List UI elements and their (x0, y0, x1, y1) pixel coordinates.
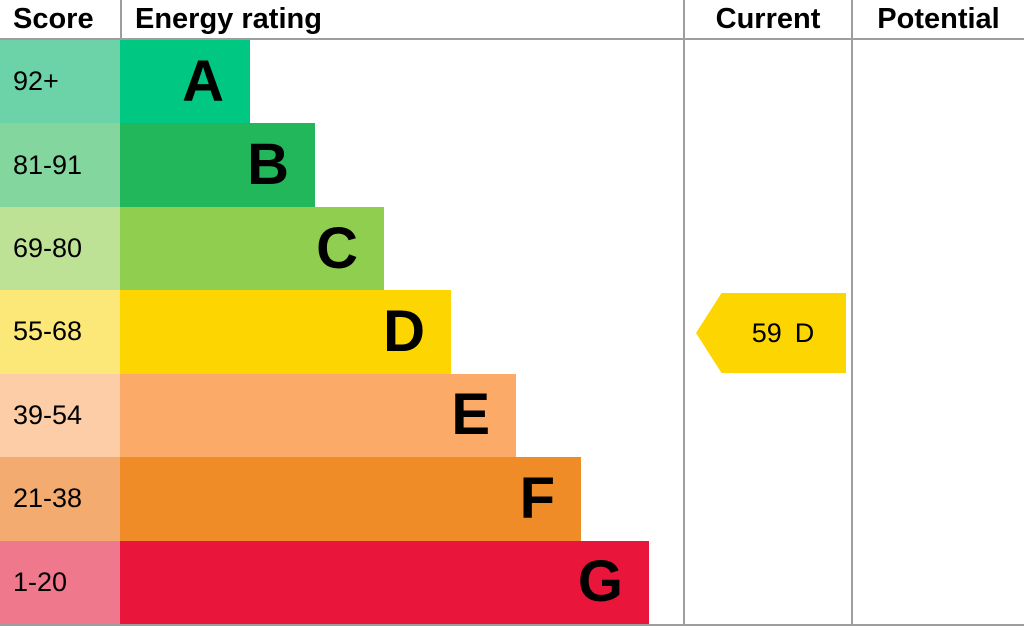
rating-row-b: 81-91 B (0, 123, 683, 207)
current-rating-letter: D (794, 317, 815, 348)
current-score-value: 59 (751, 317, 782, 348)
band-letter: G (577, 549, 623, 615)
rating-rows: 92+ A 81-91 B 69-80 (0, 40, 683, 624)
energy-rating-column-header: Energy rating (120, 0, 683, 38)
score-range: 55-68 (0, 290, 120, 374)
potential-column-header: Potential (853, 0, 1024, 40)
rating-row-a: 92+ A (0, 40, 683, 124)
current-column: Current 59 D (683, 0, 851, 624)
potential-rating-area (853, 40, 1024, 624)
rating-band-e: E (120, 373, 516, 458)
current-rating-arrow: 59 D (696, 293, 846, 373)
score-range: 92+ (0, 40, 120, 124)
band-letter: F (519, 465, 555, 531)
score-range: 81-91 (0, 123, 120, 207)
rating-band-a: A (120, 40, 250, 124)
rating-row-f: 21-38 F (0, 457, 683, 541)
band-letter: B (247, 132, 289, 198)
current-rating-area: 59 D (685, 40, 851, 624)
band-letter: E (451, 382, 490, 448)
rating-row-d: 55-68 D (0, 290, 683, 374)
score-column-header: Score (13, 2, 94, 35)
rating-band-b: B (120, 123, 315, 207)
rating-band-g: G (120, 540, 649, 624)
score-range: 1-20 (0, 540, 120, 624)
score-range: 39-54 (0, 373, 120, 458)
score-range: 69-80 (0, 206, 120, 291)
table-header: Score Energy rating (0, 0, 683, 40)
rating-row-c: 69-80 C (0, 206, 683, 291)
band-letter: A (182, 48, 224, 114)
score-range: 21-38 (0, 457, 120, 541)
rating-band-f: F (120, 457, 581, 541)
potential-column: Potential (851, 0, 1024, 624)
rating-band-c: C (120, 206, 384, 291)
rating-table: Score Energy rating 92+ A 81-91 B (0, 0, 683, 624)
rating-band-d: D (120, 290, 451, 374)
rating-row-g: 1-20 G (0, 540, 683, 624)
current-column-header: Current (685, 0, 851, 40)
band-letter: C (316, 215, 358, 281)
rating-row-e: 39-54 E (0, 373, 683, 458)
band-letter: D (383, 298, 425, 364)
